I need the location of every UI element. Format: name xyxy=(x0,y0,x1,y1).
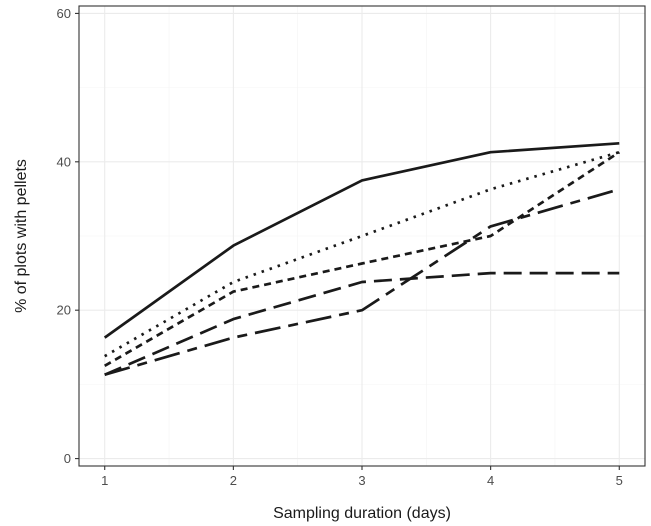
x-tick-label: 2 xyxy=(230,473,237,488)
x-axis-title: Sampling duration (days) xyxy=(273,505,451,522)
series-group xyxy=(103,141,621,376)
y-axis: 0 20 40 60 xyxy=(57,6,79,466)
x-axis: 1 2 3 4 5 xyxy=(101,466,623,488)
x-tick-label: 1 xyxy=(101,473,108,488)
series-line-two-dash xyxy=(104,188,620,376)
y-axis-title: % of plots with pellets xyxy=(13,159,30,313)
y-tick-label: 60 xyxy=(57,6,71,21)
grid xyxy=(79,6,645,466)
x-tick-label: 3 xyxy=(358,473,365,488)
series-line-solid xyxy=(103,141,620,339)
y-tick-label: 0 xyxy=(64,451,71,466)
x-tick-label: 4 xyxy=(487,473,494,488)
y-tick-label: 20 xyxy=(57,303,71,318)
x-tick-label: 5 xyxy=(616,473,623,488)
y-tick-label: 40 xyxy=(57,154,71,169)
series-line-long-dash xyxy=(104,271,620,376)
series-line-short-dash xyxy=(104,151,621,367)
